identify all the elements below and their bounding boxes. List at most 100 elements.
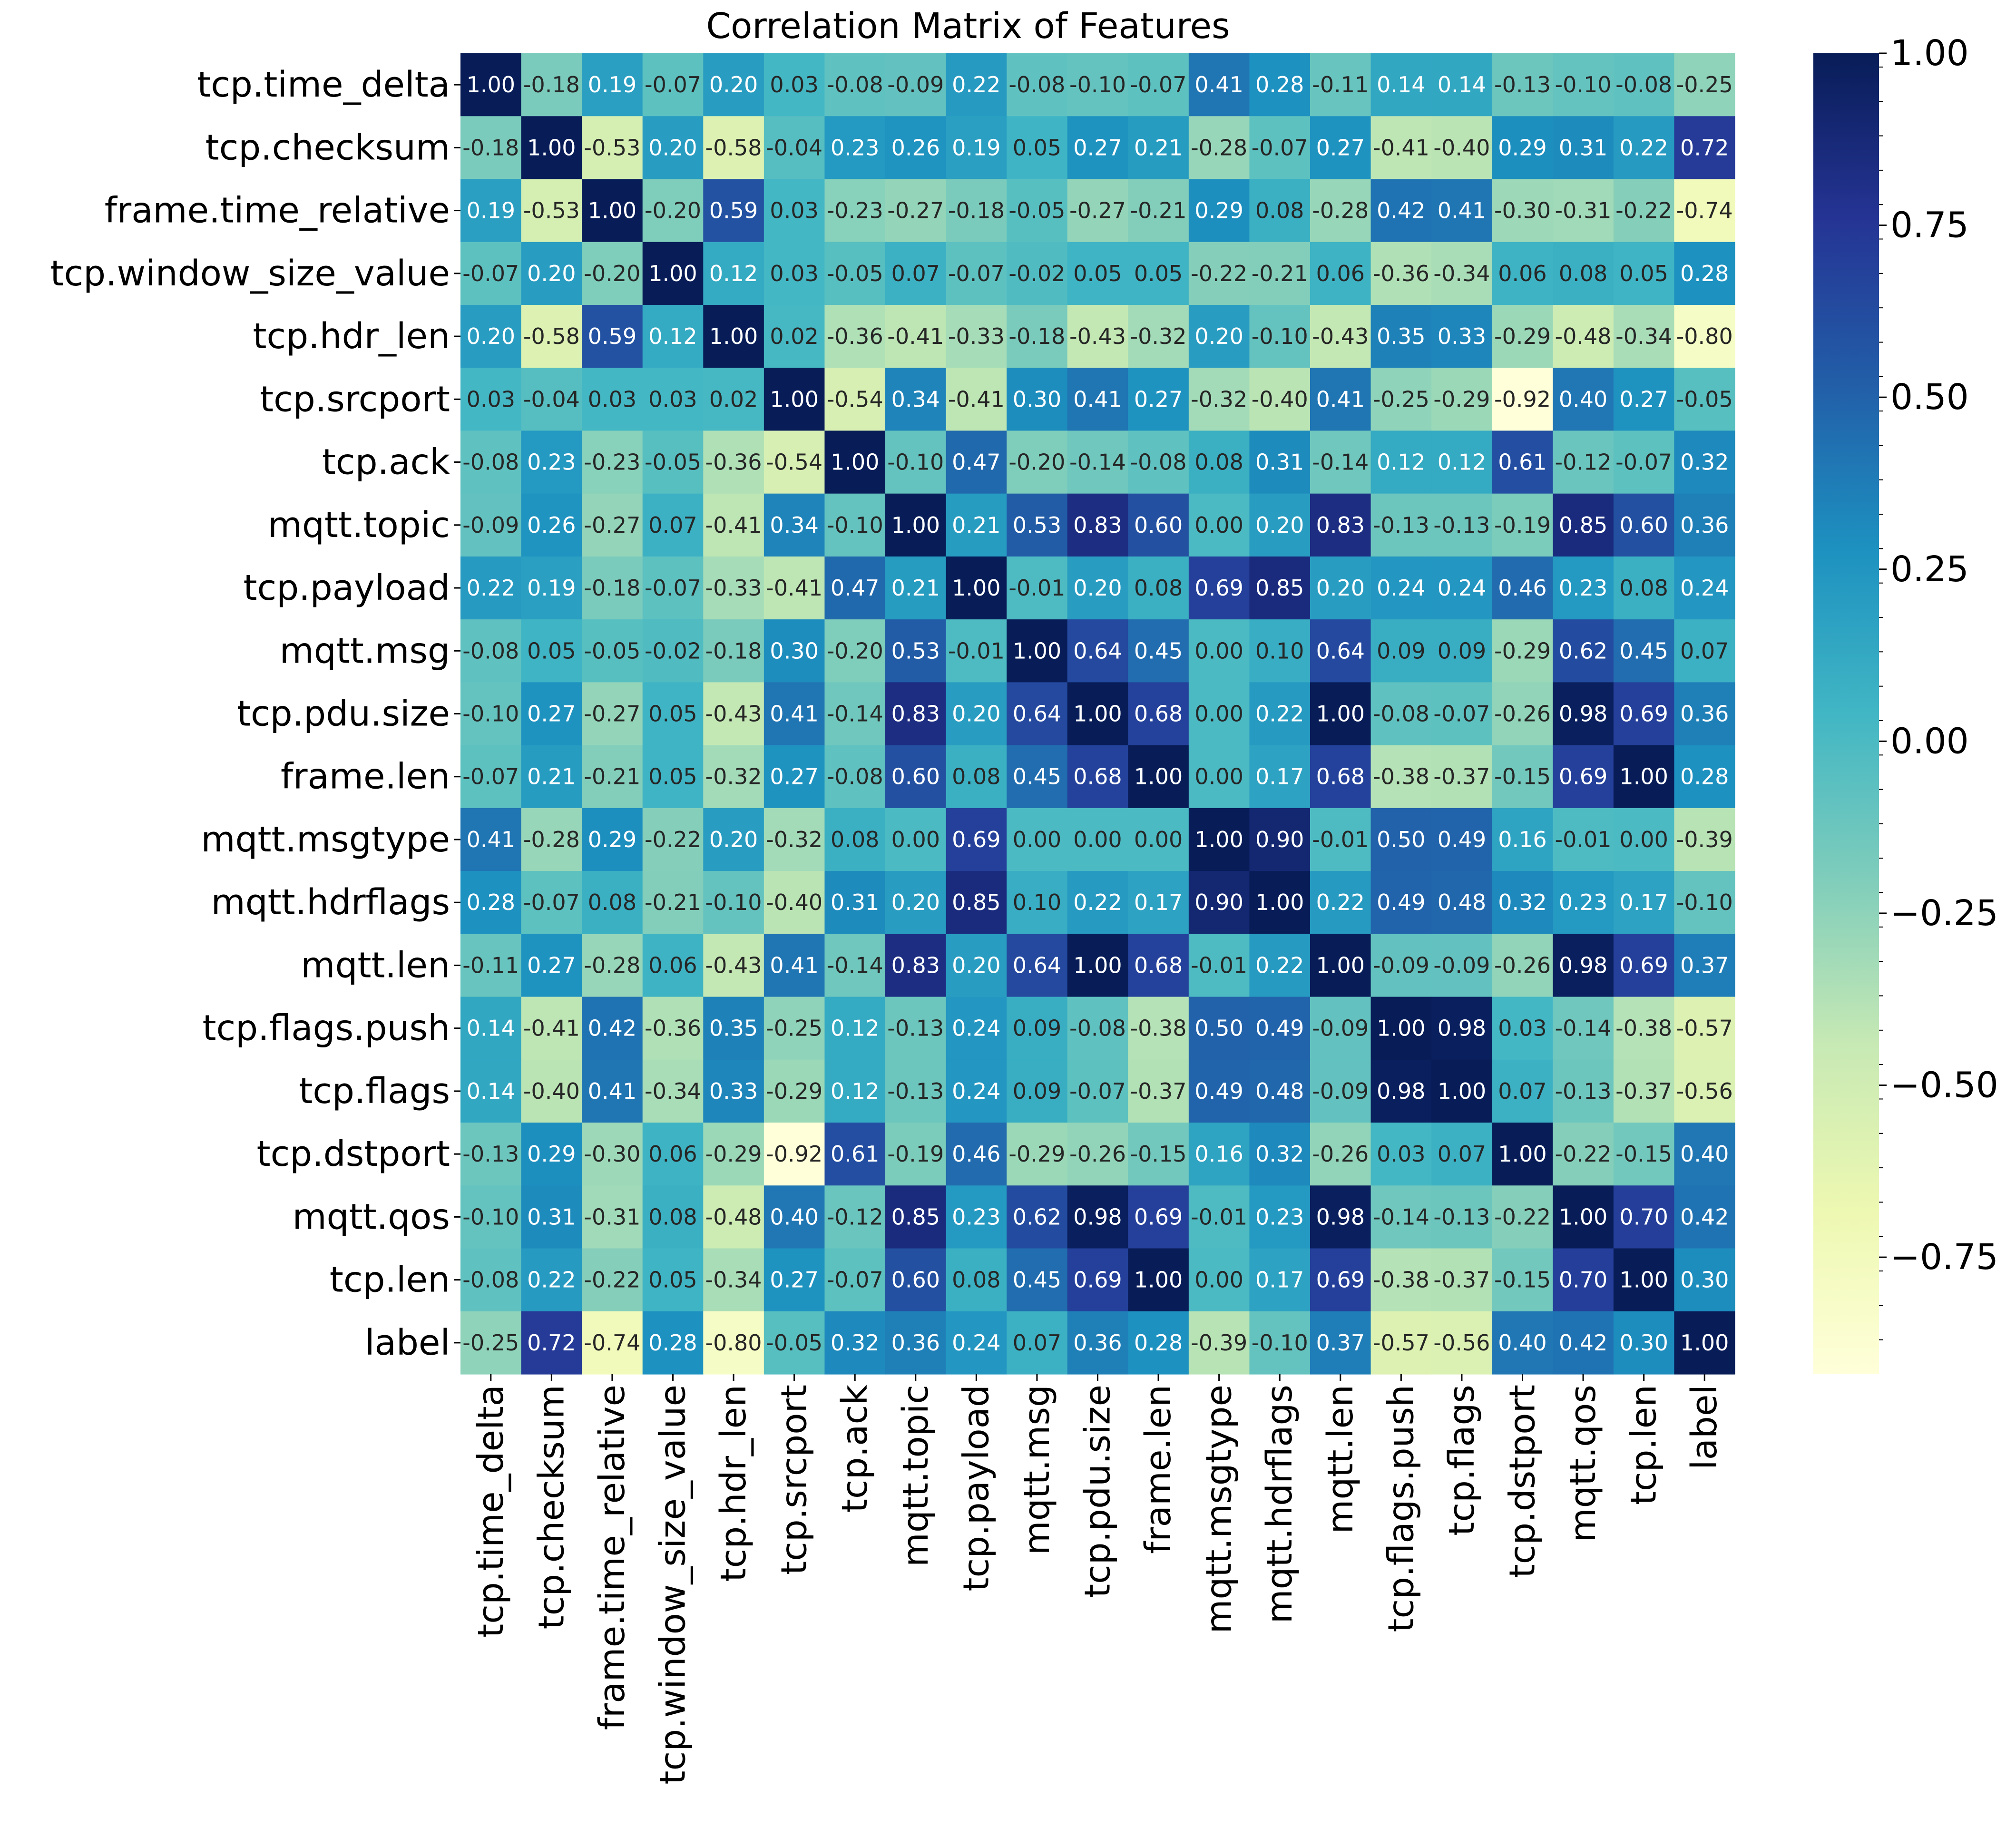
heatmap-cell bbox=[582, 368, 643, 431]
heatmap-cell bbox=[1370, 556, 1432, 620]
heatmap-cell bbox=[1613, 934, 1675, 997]
heatmap-cell bbox=[1553, 430, 1614, 494]
cell-value-label: -0.18 bbox=[1008, 323, 1065, 349]
cell-value-label: -0.32 bbox=[1130, 323, 1187, 349]
cell-value-label: -0.05 bbox=[584, 638, 640, 664]
heatmap-cell bbox=[1613, 745, 1675, 809]
heatmap-cell bbox=[1492, 997, 1553, 1060]
x-tick-label: tcp.checksum bbox=[531, 1385, 572, 1629]
heatmap-cell bbox=[1431, 871, 1493, 934]
heatmap-cell bbox=[1128, 808, 1189, 871]
cell-value-label: 0.41 bbox=[770, 952, 818, 978]
heatmap-cell bbox=[1067, 430, 1128, 494]
heatmap-cell bbox=[946, 242, 1007, 305]
heatmap-cell bbox=[460, 745, 522, 809]
heatmap-cell bbox=[824, 430, 886, 494]
cell-value-label: 0.17 bbox=[1255, 1267, 1304, 1293]
heatmap-cell bbox=[1310, 1059, 1371, 1123]
heatmap-cell bbox=[1492, 116, 1553, 180]
cell-value-label: -0.22 bbox=[645, 827, 701, 852]
heatmap-cell bbox=[1128, 1059, 1189, 1123]
heatmap-cell bbox=[642, 116, 704, 180]
heatmap-cell bbox=[703, 934, 764, 997]
heatmap-cell bbox=[582, 745, 643, 809]
heatmap-cell bbox=[824, 997, 886, 1060]
cell-value-label: -0.10 bbox=[1252, 1330, 1308, 1356]
heatmap-cell bbox=[1188, 745, 1250, 809]
heatmap-cell bbox=[1613, 1185, 1675, 1249]
heatmap-cell bbox=[1128, 242, 1189, 305]
cell-value-label: 0.61 bbox=[1498, 449, 1546, 475]
cell-value-label: -0.07 bbox=[1433, 701, 1490, 727]
cell-value-label: -0.54 bbox=[827, 386, 883, 412]
heatmap-cell bbox=[1492, 1248, 1553, 1312]
x-tick-label: tcp.dstport bbox=[1502, 1385, 1543, 1578]
cell-value-label: 0.33 bbox=[1438, 323, 1486, 349]
cell-value-label: 0.31 bbox=[527, 1204, 576, 1230]
cell-value-label: 0.83 bbox=[1073, 512, 1122, 538]
heatmap-cell bbox=[1431, 1059, 1493, 1123]
heatmap-cell bbox=[1067, 1248, 1128, 1312]
cell-value-label: -0.58 bbox=[705, 135, 762, 160]
heatmap-cell bbox=[1249, 493, 1311, 557]
heatmap-cell bbox=[1188, 997, 1250, 1060]
heatmap-cell bbox=[1553, 179, 1614, 243]
cell-value-label: 0.12 bbox=[648, 323, 697, 349]
cell-value-label: -0.57 bbox=[1373, 1330, 1429, 1356]
heatmap-cell bbox=[885, 1059, 947, 1123]
heatmap-cell bbox=[946, 304, 1007, 368]
heatmap-cell bbox=[1431, 1248, 1493, 1312]
cell-value-label: -0.23 bbox=[584, 449, 640, 475]
heatmap-cell bbox=[824, 682, 886, 746]
cell-value-label: -0.20 bbox=[645, 198, 701, 224]
colorbar-tick-label: 0.25 bbox=[1890, 549, 1969, 590]
heatmap-cell bbox=[1188, 304, 1250, 368]
heatmap-cell bbox=[1128, 1185, 1189, 1249]
heatmap-cell bbox=[460, 368, 522, 431]
heatmap-cell bbox=[1067, 997, 1128, 1060]
heatmap-cell bbox=[1067, 934, 1128, 997]
heatmap-cell bbox=[460, 934, 522, 997]
cell-value-label: 0.22 bbox=[1255, 701, 1304, 727]
cell-value-label: 0.07 bbox=[1498, 1078, 1546, 1104]
heatmap-cell bbox=[1128, 53, 1189, 117]
y-tick-label: frame.time_relative bbox=[105, 190, 450, 231]
heatmap-cell bbox=[1310, 304, 1371, 368]
heatmap-cell bbox=[1431, 179, 1493, 243]
heatmap-cell bbox=[642, 934, 704, 997]
cell-value-label: 0.45 bbox=[1013, 764, 1061, 790]
heatmap-cell bbox=[582, 1311, 643, 1375]
heatmap-cell bbox=[460, 53, 522, 117]
heatmap-cell bbox=[1007, 745, 1068, 809]
cell-value-label: -0.01 bbox=[1555, 827, 1612, 852]
cell-value-label: 0.41 bbox=[467, 827, 515, 852]
y-tick-label: mqtt.hdrflags bbox=[211, 882, 450, 923]
heatmap-cell bbox=[1007, 871, 1068, 934]
heatmap-cell bbox=[1007, 179, 1068, 243]
cell-value-label: 0.49 bbox=[1255, 1016, 1304, 1041]
cell-value-label: 0.30 bbox=[1013, 386, 1061, 412]
cell-value-label: 0.19 bbox=[588, 72, 636, 98]
cell-value-label: 0.00 bbox=[1194, 638, 1243, 664]
cell-value-label: 0.03 bbox=[770, 261, 818, 286]
heatmap-cell bbox=[1249, 808, 1311, 871]
colorbar-tick-label: −0.50 bbox=[1890, 1065, 1998, 1106]
cell-value-label: 0.29 bbox=[527, 1141, 576, 1167]
heatmap-cell bbox=[1370, 1248, 1432, 1312]
cell-value-label: 0.42 bbox=[1680, 1204, 1729, 1230]
cell-value-label: 0.24 bbox=[1438, 575, 1486, 601]
cell-value-label: 0.19 bbox=[467, 198, 515, 224]
cell-value-label: -0.05 bbox=[766, 1330, 822, 1356]
cell-value-label: 1.00 bbox=[1073, 952, 1122, 978]
cell-value-label: -0.09 bbox=[1312, 1016, 1369, 1041]
cell-value-label: 0.02 bbox=[770, 323, 818, 349]
heatmap-cell bbox=[946, 745, 1007, 809]
cell-value-label: 0.07 bbox=[1438, 1141, 1486, 1167]
cell-value-label: 0.26 bbox=[891, 135, 940, 160]
cell-value-label: 1.00 bbox=[1013, 638, 1061, 664]
heatmap-cell bbox=[1553, 1248, 1614, 1312]
cell-value-label: -0.07 bbox=[1069, 1078, 1126, 1104]
heatmap-cell bbox=[703, 304, 764, 368]
heatmap-cell bbox=[1128, 871, 1189, 934]
cell-value-label: -0.11 bbox=[462, 952, 519, 978]
